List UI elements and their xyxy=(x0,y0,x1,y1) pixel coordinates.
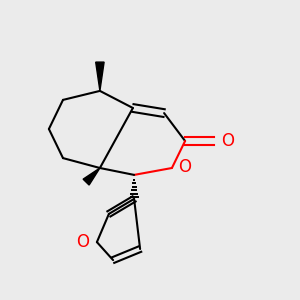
Text: O: O xyxy=(221,132,234,150)
Polygon shape xyxy=(83,168,100,185)
Text: O: O xyxy=(76,233,89,251)
Text: O: O xyxy=(178,158,191,175)
Polygon shape xyxy=(96,62,104,91)
